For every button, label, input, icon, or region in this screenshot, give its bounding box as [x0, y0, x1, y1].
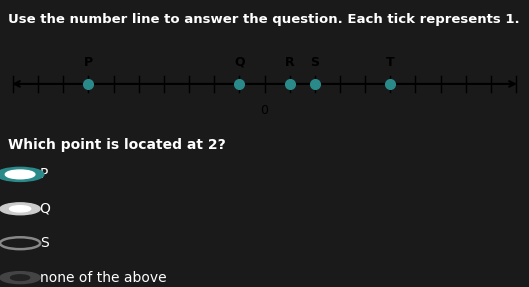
Text: R: R	[285, 56, 295, 69]
Text: Q: Q	[234, 56, 244, 69]
Circle shape	[0, 203, 40, 215]
Text: S: S	[40, 236, 49, 250]
Text: Q: Q	[40, 202, 51, 216]
Circle shape	[0, 272, 40, 284]
Text: S: S	[311, 56, 320, 69]
Text: Use the number line to answer the question. Each tick represents 1.: Use the number line to answer the questi…	[8, 13, 519, 26]
Text: T: T	[386, 56, 395, 69]
Text: 0: 0	[260, 104, 269, 117]
Text: P: P	[40, 167, 48, 181]
Circle shape	[11, 275, 30, 280]
Circle shape	[10, 206, 31, 212]
Text: P: P	[84, 56, 93, 69]
Circle shape	[5, 170, 35, 179]
Circle shape	[0, 167, 44, 181]
Text: Which point is located at 2?: Which point is located at 2?	[8, 138, 226, 152]
Text: none of the above: none of the above	[40, 271, 166, 285]
